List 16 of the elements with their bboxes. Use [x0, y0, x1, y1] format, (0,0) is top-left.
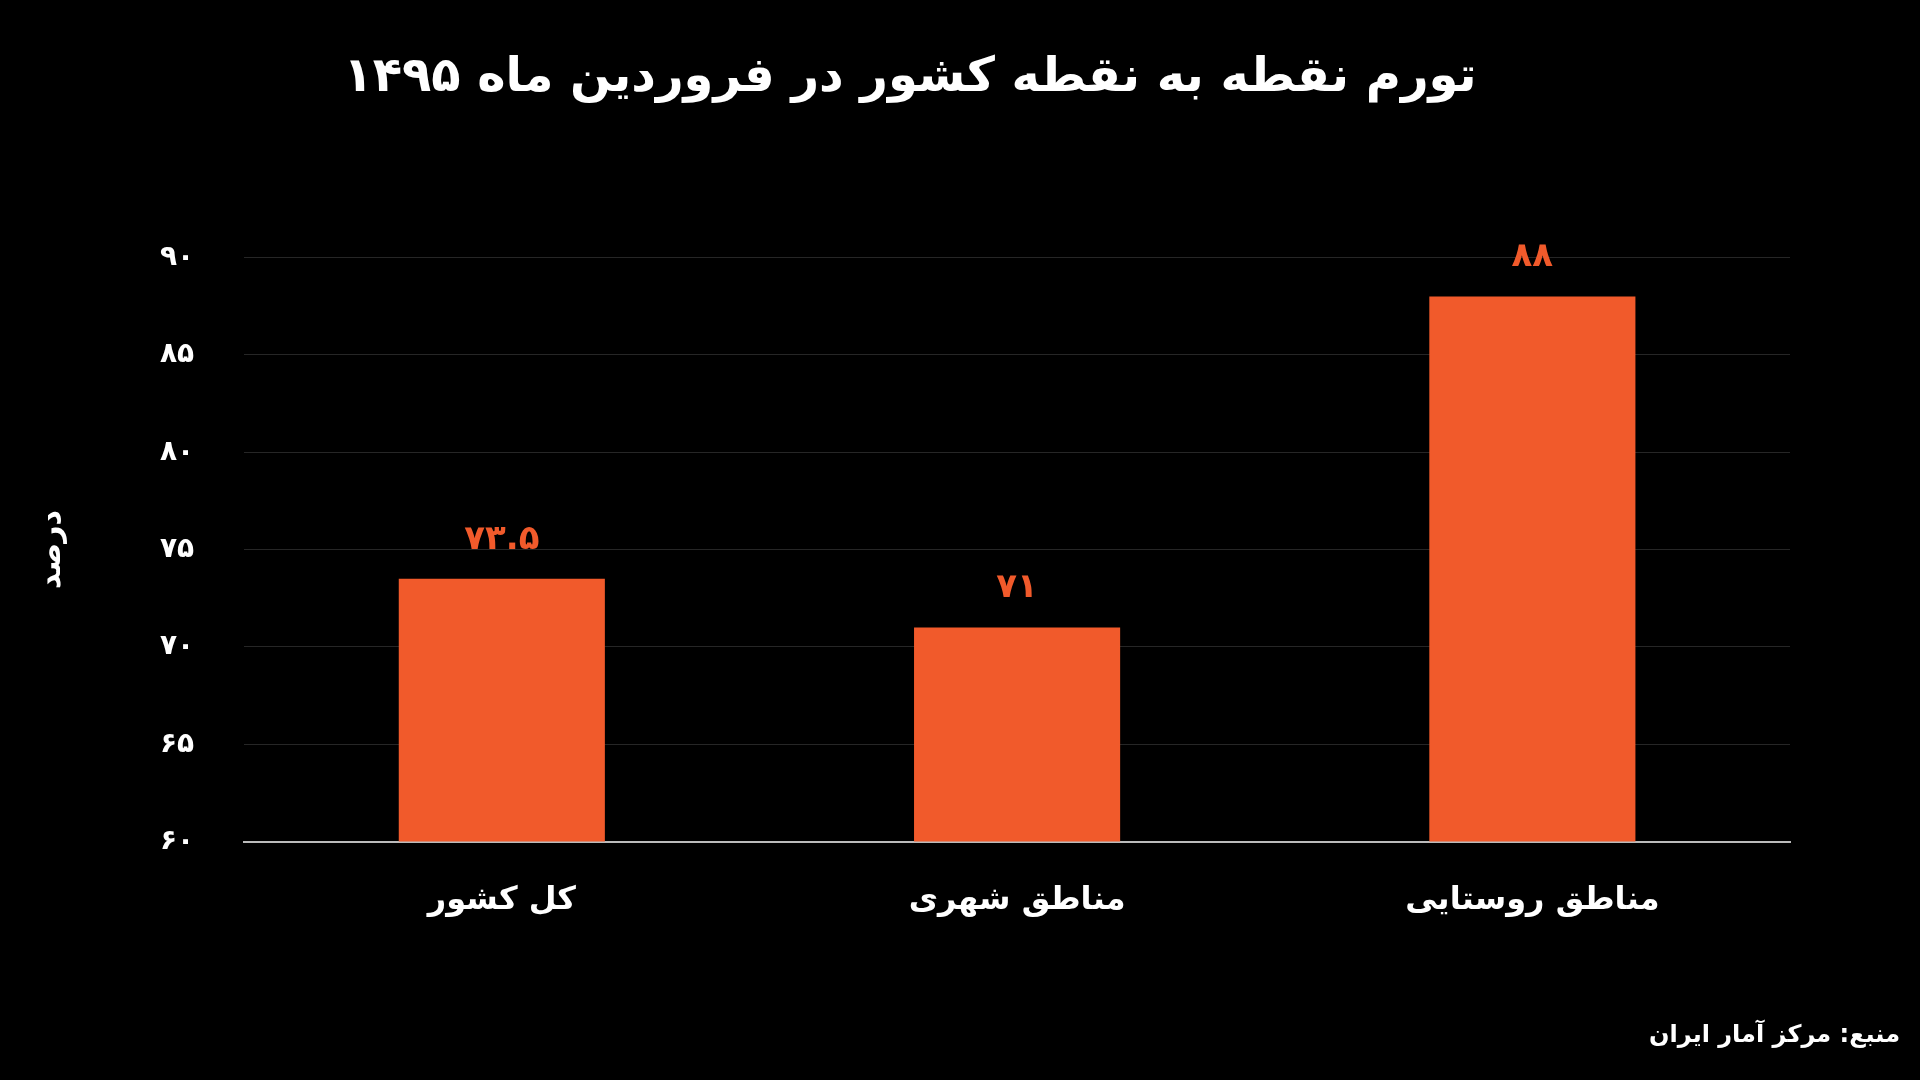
y-tick-label: ۷۰ [159, 628, 195, 662]
y-tick-label: ۷۵ [159, 530, 195, 564]
y-tick-label: ۸۰ [159, 433, 195, 467]
x-tick-label: مناطق روستایی [1405, 879, 1660, 918]
data-label: ۷۱ [996, 565, 1038, 606]
x-tick-label: کل کشور [425, 879, 577, 918]
y-axis-title: درصد [31, 510, 67, 590]
y-tick-label: ۹۰ [159, 238, 195, 272]
y-tick-label: ۶۵ [159, 725, 195, 759]
chart-title: تورم نقطه به نقطه کشور در فروردین ماه ۱۴۹۵ [343, 46, 1477, 104]
x-tick-label: مناطق شهری [908, 879, 1126, 918]
y-tick-label: ۶۰ [159, 822, 195, 856]
data-label: ۷۳.۵ [464, 516, 540, 557]
text: منبع: مرکز آمار ایران [1649, 1020, 1900, 1048]
y-tick-label: ۸۵ [159, 336, 195, 370]
data-label: ۸۸ [1511, 234, 1554, 275]
